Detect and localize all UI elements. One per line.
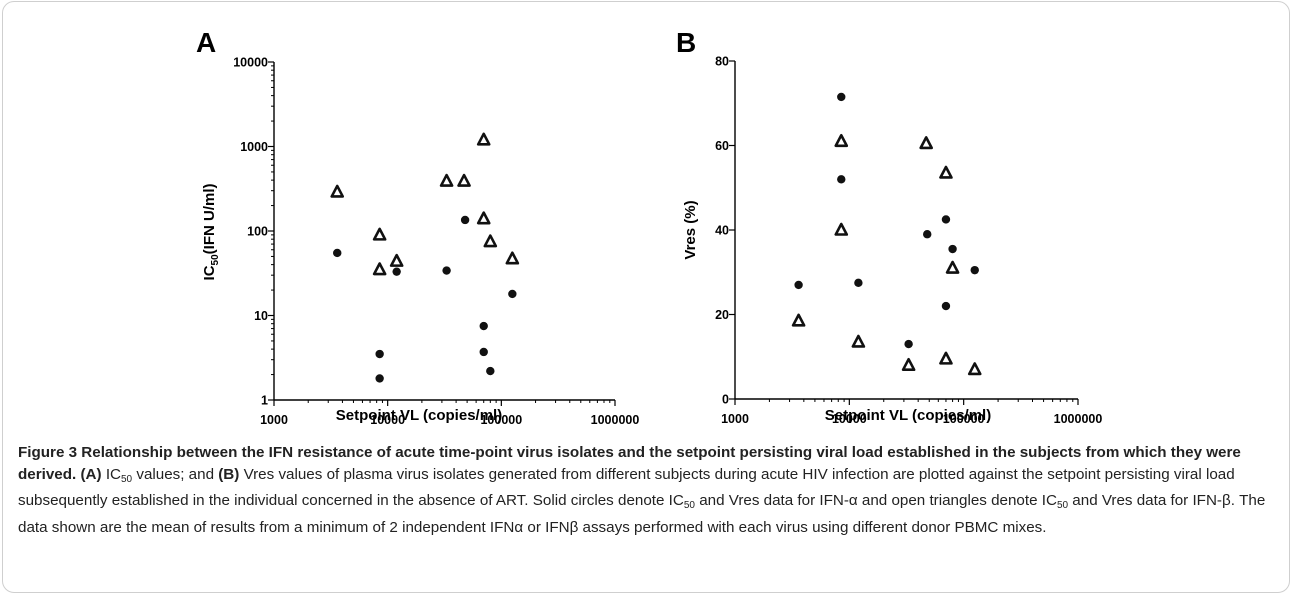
y-tick-label-b: 40 [715,224,729,238]
triangle-point-b [791,313,806,327]
triangle-point-a [476,132,491,146]
panel-b: B Vres (%) Setpoint VL (copies/ml) 1000 1… [676,27,1102,426]
figure-charts: A IC50(IFN U/ml) Setpoint VL (copies/ml)… [196,27,1102,427]
triangle-point-a [483,234,498,248]
panel-b-xlabel: Setpoint VL (copies/ml) [825,407,991,424]
x-tick-label-a: 1000000 [591,413,640,427]
triangle-point-a [476,211,491,225]
circle-point-b [837,175,846,184]
circle-point-b [854,278,863,288]
caption-ic-3: IC [1041,492,1057,509]
caption-ic: IC [105,465,121,483]
triangle-point-a [372,262,387,276]
triangle-point-a [389,253,404,267]
y-tick-label-b: 80 [715,55,729,69]
circle-point-b [837,92,846,102]
x-tick-label-b: 1000000 [1054,412,1103,426]
circle-point-b [923,230,932,239]
y-tick-label-a: 1 [261,394,268,408]
y-tick-label-a: 10 [254,309,268,323]
circle-point-a [333,248,342,258]
circle-point-a [460,215,470,225]
caption-ic-sub: 50 [121,473,133,485]
circle-point-a [375,349,384,359]
x-tick-label-a: 1000 [260,413,288,427]
circle-point-a [375,374,384,383]
y-tick-label-b: 0 [722,393,729,407]
caption-ic-sub-3: 50 [1056,500,1069,511]
circle-point-b [904,339,913,349]
caption-ic-2: IC [668,492,684,509]
triangle-point-b [939,351,953,365]
caption-title: Figure 3 Relationship between the IFN re… [18,444,1241,483]
figure-caption: Figure 3 Relationship between the IFN re… [18,442,1280,538]
caption-text-2: Vres values of plasma virus isolates gen… [18,465,1235,510]
triangle-point-a [505,251,520,265]
panel-a-xlabel: Setpoint VL (copies/ml) [336,407,502,424]
x-tick-label-b: 10000 [832,412,867,426]
x-tick-label-b: 1000 [721,412,749,426]
x-tick-label-b: 100000 [943,412,985,426]
panel-a-ylabel: IC50(IFN U/ml) [201,184,221,281]
circle-point-b [941,301,951,311]
triangle-point-a [330,184,345,198]
panel-a: A IC50(IFN U/ml) Setpoint VL (copies/ml)… [196,27,639,427]
y-tick-label-a: 10000 [233,56,268,70]
y-tick-label-b: 60 [715,139,729,153]
triangle-point-a [439,173,454,187]
triangle-point-b [901,357,916,372]
circle-point-a [486,366,495,376]
caption-ic-sub-2: 50 [683,500,695,511]
circle-point-b [794,280,803,290]
circle-point-a [392,267,401,276]
triangle-point-b [834,222,849,236]
panel-b-ylabel: Vres (%) [682,200,699,259]
circle-point-a [479,347,488,357]
triangle-point-b [967,362,982,376]
triangle-point-b [939,165,953,179]
x-tick-label-a: 10000 [370,413,405,427]
x-tick-label-a: 100000 [480,413,522,427]
triangle-point-b [834,133,849,148]
y-tick-label-a: 1000 [240,140,268,154]
panel-b-label: B [676,27,696,58]
y-tick-label-b: 20 [715,308,729,322]
caption-text-3: and Vres data for IFN-α and open triangl… [694,492,1042,509]
triangle-point-a [457,173,471,187]
triangle-point-b [919,136,933,150]
circle-point-a [479,321,488,331]
caption-text-4: and Vres data for IFN-β. The data shown … [18,492,1266,536]
triangle-point-b [945,260,960,274]
triangle-point-b [851,334,866,348]
circle-point-b [941,215,951,224]
circle-point-a [442,266,451,275]
y-tick-label-a: 100 [247,225,268,239]
circle-point-b [970,265,979,275]
triangle-point-a [372,227,387,241]
circle-point-b [948,244,957,254]
caption-label-a: (A) [80,465,102,483]
caption-text-1: values; and [132,465,219,483]
panel-a-label: A [196,27,216,58]
circle-point-a [508,289,517,299]
caption-label-b: (B) [218,465,240,483]
